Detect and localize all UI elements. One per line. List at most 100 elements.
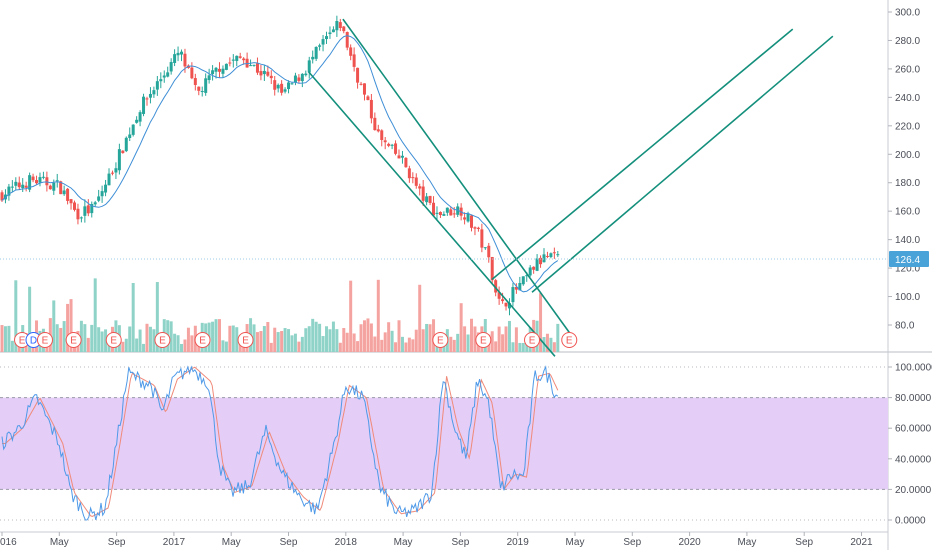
stochastic-axis[interactable]: 100.0000 80.0000 60.0000 40.0000 20.0000 0.00… (888, 363, 932, 527)
channel-up-upper-line[interactable] (491, 28, 794, 281)
candle-body (255, 63, 259, 73)
candle-body (366, 96, 370, 101)
volume-bar (142, 343, 146, 352)
volume-bar (217, 319, 221, 352)
channel-down-lower-line[interactable] (307, 71, 556, 357)
candle-body (214, 67, 218, 72)
earnings-marker[interactable]: E (561, 332, 578, 348)
time-axis[interactable]: 016 May Sep 2017 May Sep 2018 May Sep 2019 May Sep 2… (0, 532, 873, 548)
volume-bar (62, 321, 66, 352)
volume-bar (66, 303, 70, 352)
candle-body (266, 71, 270, 76)
marker-ring (561, 332, 578, 348)
candle-body (369, 99, 373, 119)
candle-body (425, 196, 429, 203)
volume-bar (287, 329, 291, 352)
earnings-marker[interactable]: E (105, 332, 122, 348)
volume-bar (380, 339, 384, 352)
candle-body (307, 60, 311, 73)
time-tick-label: 2021 (850, 537, 873, 548)
price-axis[interactable]: 300.0 280.0 260.0 240.0 220.0 200.0 180.0 160.0… (888, 8, 929, 332)
candle-body (259, 71, 263, 76)
volume-bar (183, 339, 187, 352)
candle-body (90, 204, 94, 214)
candle-body (48, 185, 52, 190)
volume-bar (507, 320, 511, 352)
candle-body (110, 172, 114, 174)
volume-bar (349, 280, 353, 352)
candle-body (66, 188, 70, 201)
marker-label: E (480, 336, 487, 347)
volume-bar (79, 320, 83, 352)
volume-bar (148, 326, 152, 352)
time-tick-label: 016 (0, 537, 17, 548)
volume-bar (93, 278, 97, 352)
candle-body (528, 267, 532, 276)
candle-body (556, 254, 560, 256)
stochastic-pane[interactable] (0, 365, 888, 521)
candle-body (483, 247, 487, 249)
earnings-marker[interactable]: E (237, 332, 254, 348)
candle-body (418, 186, 422, 189)
earnings-marker[interactable]: E (36, 332, 53, 348)
candle-body (121, 150, 125, 154)
earnings-marker[interactable]: E (475, 332, 492, 348)
volume-bar (128, 326, 132, 352)
candle-body (300, 73, 304, 82)
stochastic-tick-label: 80.0000 (895, 393, 932, 404)
candle-body (407, 168, 411, 179)
volume-bar (176, 335, 180, 352)
candle-body (318, 45, 322, 47)
earnings-marker[interactable]: E (194, 332, 211, 348)
time-tick-label: May (737, 537, 756, 548)
price-tick-label: 220.0 (895, 121, 920, 132)
time-tick-label: Sep (452, 537, 470, 548)
candle-body (104, 184, 108, 193)
volume-bar (131, 283, 135, 352)
candle-body (62, 190, 66, 195)
earnings-marker[interactable]: E (65, 332, 82, 348)
volume-bar (228, 325, 232, 352)
candle-body (470, 215, 474, 228)
candle-body (373, 117, 377, 131)
marker-label: D (30, 336, 37, 347)
volume-bar (300, 336, 304, 352)
candle-body (197, 86, 201, 91)
marker-label: E (242, 336, 249, 347)
volume-bar (190, 335, 194, 352)
candle-body (438, 211, 442, 216)
candle-body (432, 202, 436, 216)
volume-bar (404, 342, 408, 352)
volume-bar (463, 326, 467, 352)
candle-body (525, 275, 529, 277)
earnings-marker[interactable]: E (432, 332, 449, 348)
earnings-marker[interactable]: E (524, 332, 541, 348)
candle-body (17, 182, 21, 188)
stochastic-tick-label: 60.0000 (895, 424, 932, 435)
candle-body (328, 32, 332, 35)
candle-body (28, 175, 32, 190)
candle-body (145, 98, 149, 100)
candle-body (518, 282, 522, 291)
candle-body (124, 137, 128, 152)
volume-bar (407, 337, 411, 352)
channel-up-lower-line[interactable] (531, 35, 834, 293)
candle-body (249, 65, 253, 67)
marker-ring (154, 332, 171, 348)
time-tick-label: Sep (108, 537, 126, 548)
volume-bar (262, 326, 266, 352)
volume-bar (290, 335, 294, 352)
volume-bar (335, 329, 339, 352)
price-tick-label: 160.0 (895, 207, 920, 218)
time-tick-label: May (394, 537, 413, 548)
candle-body (349, 47, 353, 56)
channel-down-upper-line[interactable] (342, 18, 573, 337)
price-tick-label: 120.0 (895, 264, 920, 275)
earnings-marker[interactable]: E (154, 332, 171, 348)
candle-body (311, 56, 315, 60)
volume-bar (145, 323, 149, 352)
candle-body (314, 46, 318, 59)
